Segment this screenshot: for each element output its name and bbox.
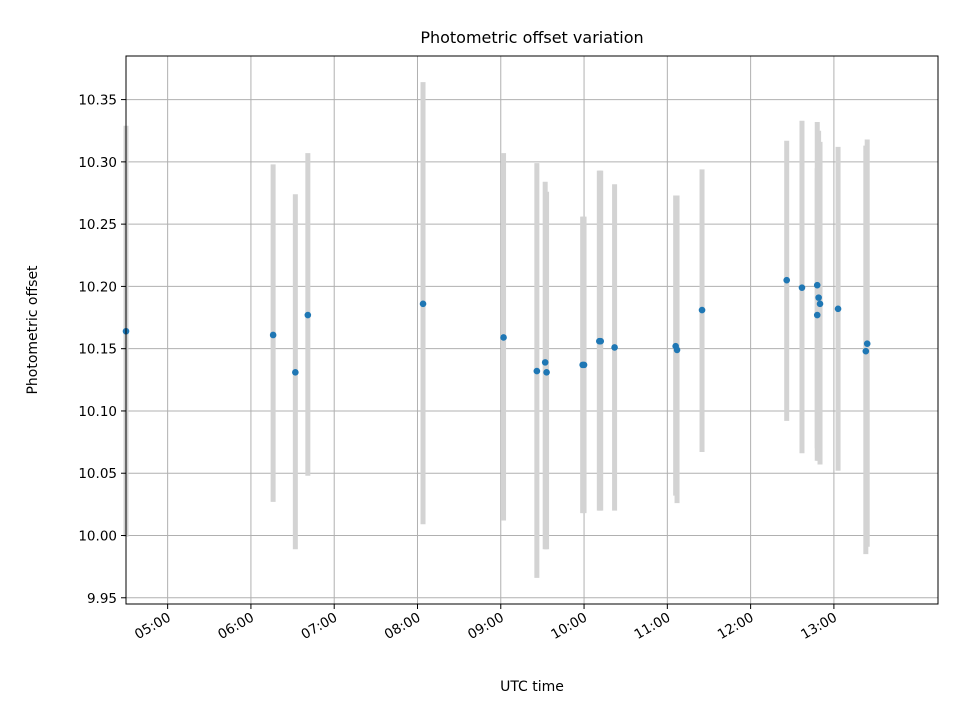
data-points — [122, 276, 871, 376]
x-axis-label: UTC time — [500, 679, 564, 695]
chart-title: Photometric offset variation — [420, 28, 643, 47]
data-point — [543, 369, 550, 376]
data-point — [783, 276, 791, 284]
y-tick-label: 10.30 — [78, 155, 117, 171]
data-point — [500, 334, 507, 341]
y-tick-label: 10.05 — [78, 466, 117, 482]
data-point — [419, 300, 427, 308]
data-point — [673, 346, 681, 354]
data-point — [798, 284, 806, 291]
data-point — [816, 300, 824, 308]
plot-frame — [125, 55, 939, 605]
data-point — [698, 306, 706, 314]
y-tick-label: 10.20 — [78, 279, 117, 295]
data-point — [541, 359, 549, 366]
data-point — [611, 344, 618, 351]
y-tick-label: 9.95 — [87, 591, 117, 607]
grid — [126, 56, 938, 604]
y-tick-label: 10.10 — [78, 404, 117, 420]
data-point — [597, 337, 605, 345]
data-point — [863, 340, 871, 348]
data-point — [292, 369, 299, 376]
data-point — [862, 347, 870, 355]
y-axis-label: Photometric offset — [25, 265, 41, 395]
y-axis-ticks: 9.95 10.00 10.05 10.10 10.15 10.20 10.25 10.30 1… — [78, 93, 126, 607]
data-point — [304, 311, 312, 319]
data-point — [815, 294, 822, 301]
y-tick-label: 10.25 — [78, 217, 117, 233]
data-point — [813, 281, 821, 289]
data-point — [269, 331, 277, 339]
y-tick-label: 10.15 — [78, 342, 117, 358]
data-point — [813, 311, 821, 319]
data-point — [834, 305, 842, 313]
y-tick-label: 10.00 — [78, 529, 117, 545]
data-point — [533, 367, 541, 375]
y-tick-label: 10.35 — [78, 93, 117, 109]
data-point — [580, 361, 588, 369]
